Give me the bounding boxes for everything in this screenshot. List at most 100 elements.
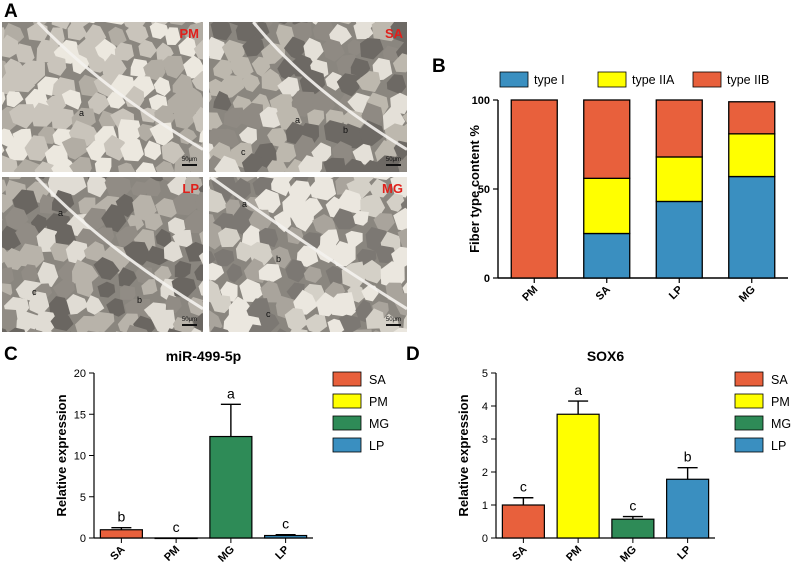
y-tick-label: 0 — [80, 533, 86, 545]
muscle-fiber — [143, 177, 161, 197]
muscle-fiber — [290, 327, 308, 332]
legend-swatch — [597, 71, 627, 88]
muscle-fiber — [2, 34, 20, 58]
bar-segment — [728, 175, 776, 279]
muscle-fiber — [291, 91, 318, 117]
chart-sox6: SOX6 0 1 2 3 4 5 Relative expression c SA a PM c MG b L… — [456, 348, 791, 565]
muscle-fiber — [9, 104, 37, 129]
fiber-label: a — [58, 208, 64, 218]
muscle-fiber — [5, 138, 31, 161]
bar — [556, 413, 600, 539]
muscle-fiber — [135, 162, 157, 172]
muscle-fiber — [209, 92, 212, 103]
muscle-fiber — [347, 39, 363, 56]
significance-letter: b — [117, 509, 125, 525]
muscle-fiber — [352, 143, 374, 166]
muscle-fiber — [358, 120, 385, 146]
bar — [209, 435, 253, 539]
muscle-fiber — [291, 207, 314, 232]
muscle-fiber — [254, 188, 281, 214]
muscle-fiber — [223, 107, 246, 129]
muscle-fiber — [303, 37, 324, 62]
muscle-fiber — [2, 179, 8, 194]
muscle-fiber — [108, 26, 127, 47]
muscle-fiber — [373, 177, 391, 180]
fiber-label: b — [343, 125, 349, 135]
x-tick-label: PM — [520, 284, 540, 304]
muscle-fiber — [271, 177, 291, 197]
muscle-fiber — [213, 59, 233, 80]
muscle-fiber — [2, 91, 6, 106]
muscle-fiber — [356, 71, 381, 93]
muscle-fiber — [75, 279, 94, 298]
muscle-fiber — [242, 35, 265, 57]
muscle-fiber — [94, 157, 112, 172]
scale-bar: 50μm — [385, 317, 401, 326]
muscle-fiber — [353, 210, 369, 226]
scale-bar-label: 50μm — [385, 317, 401, 323]
muscle-fiber — [85, 140, 107, 162]
muscle-fiber — [202, 300, 203, 303]
legend-label: type I — [534, 73, 565, 87]
muscle-fiber — [226, 263, 243, 283]
muscle-fiber — [120, 285, 136, 300]
legend-label: LP — [369, 439, 384, 453]
legend-swatch — [332, 393, 362, 409]
muscle-fiber — [143, 59, 166, 82]
scale-bar: 50μm — [181, 317, 197, 326]
bar — [666, 478, 710, 539]
significance-letter: c — [520, 479, 527, 495]
muscle-fiber — [161, 141, 185, 165]
tissue-image — [2, 22, 203, 172]
tissue-image — [209, 22, 407, 172]
muscle-fiber — [191, 71, 203, 92]
muscle-fiber — [386, 193, 406, 212]
muscle-fiber — [315, 242, 339, 263]
muscle-fiber — [368, 178, 388, 198]
muscle-fiber — [191, 327, 202, 332]
muscle-fiber — [380, 261, 405, 290]
bar-segment — [510, 99, 558, 279]
legend-swatch — [332, 415, 362, 431]
muscle-fiber — [165, 27, 181, 45]
muscle-fiber — [239, 278, 263, 302]
bar-segment — [728, 133, 776, 178]
muscle-fiber — [258, 227, 279, 248]
y-axis-label: Relative expression — [456, 394, 471, 516]
muscle-fiber — [209, 189, 228, 213]
significance-letter: a — [574, 382, 582, 398]
fiber-label: a — [79, 108, 85, 118]
significance-letter: c — [282, 516, 289, 532]
x-tick-label: MG — [618, 544, 639, 565]
scale-bar: 50μm — [385, 157, 401, 166]
muscle-fiber — [87, 92, 110, 115]
muscle-fiber — [330, 292, 357, 318]
muscle-fiber — [375, 155, 402, 172]
panel-label-b: B — [432, 56, 446, 77]
bar-segment — [728, 101, 776, 135]
muscle-fiber — [155, 160, 175, 172]
muscle-fiber — [172, 229, 193, 248]
muscle-fiber — [248, 324, 271, 332]
muscle-fiber — [101, 204, 127, 233]
significance-letter: c — [629, 498, 636, 514]
muscle-fiber — [2, 308, 19, 332]
muscle-fiber — [267, 160, 288, 172]
x-tick-label: LP — [273, 544, 291, 562]
muscle-fiber — [231, 327, 251, 332]
legend-label: MG — [369, 417, 389, 431]
connective-tissue-septum — [35, 177, 203, 311]
muscle-fiber — [273, 211, 292, 233]
muscle-fiber — [209, 185, 211, 191]
micrograph-pm: PM a 50μm — [2, 22, 203, 172]
muscle-fiber — [210, 22, 232, 41]
muscle-fiber — [390, 92, 407, 115]
muscle-fiber — [209, 309, 223, 332]
muscle-fiber — [285, 259, 308, 283]
fiber-label: a — [295, 115, 301, 125]
muscle-fiber — [5, 206, 29, 231]
y-tick-label: 0 — [482, 533, 488, 545]
muscle-fiber — [213, 248, 235, 267]
y-tick-label: 5 — [80, 492, 86, 504]
muscle-fiber — [52, 279, 75, 299]
